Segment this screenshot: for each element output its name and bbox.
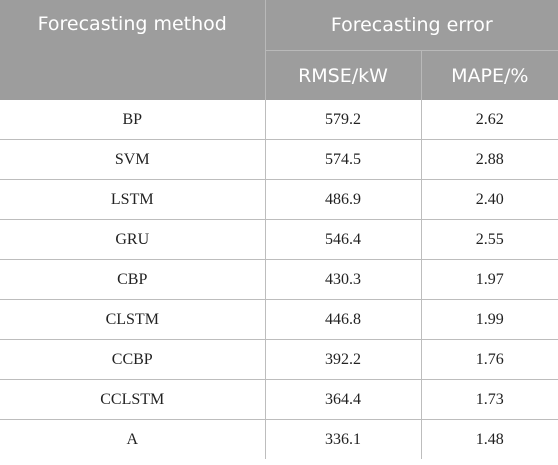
cell-method: CCBP bbox=[0, 339, 266, 380]
table-row: LSTM 486.9 2.40 bbox=[0, 179, 558, 220]
cell-mape: 2.55 bbox=[421, 219, 558, 260]
cell-mape: 1.76 bbox=[421, 339, 558, 380]
header-mape: MAPE/% bbox=[421, 50, 558, 100]
cell-mape: 1.99 bbox=[421, 299, 558, 340]
cell-rmse: 574.5 bbox=[265, 139, 422, 180]
table-row: CCBP 392.2 1.76 bbox=[0, 339, 558, 380]
header-rmse: RMSE/kW bbox=[265, 50, 422, 100]
table-row: SVM 574.5 2.88 bbox=[0, 139, 558, 180]
cell-rmse: 364.4 bbox=[265, 379, 422, 420]
cell-method: CCLSTM bbox=[0, 379, 266, 420]
table-row: CBP 430.3 1.97 bbox=[0, 259, 558, 300]
cell-rmse: 546.4 bbox=[265, 219, 422, 260]
table-row: GRU 546.4 2.55 bbox=[0, 219, 558, 260]
cell-method: BP bbox=[0, 100, 266, 140]
cell-rmse: 579.2 bbox=[265, 100, 422, 140]
cell-mape: 2.62 bbox=[475, 110, 504, 128]
header-row-top: Forecasting method Forecasting error bbox=[0, 0, 558, 100]
header-row-sub: RMSE/kW MAPE/% bbox=[0, 50, 558, 100]
cell-method: LSTM bbox=[0, 179, 266, 220]
cell-method: CLSTM bbox=[0, 299, 266, 340]
header-forecasting-method: Forecasting method bbox=[0, 0, 266, 100]
cell-mape: 1.48 bbox=[421, 419, 558, 459]
cell-mape: 2.88 bbox=[421, 139, 558, 180]
table-row: BP 579.2 2.62 bbox=[0, 100, 558, 140]
table-row: CCLSTM 364.4 1.73 bbox=[0, 379, 558, 420]
cell-method: GRU bbox=[0, 219, 266, 260]
table-row: CLSTM 446.8 1.99 bbox=[0, 299, 558, 340]
cell-rmse: 336.1 bbox=[265, 419, 422, 459]
cell-method: CBP bbox=[0, 259, 266, 300]
header-forecasting-error: Forecasting error bbox=[265, 0, 558, 51]
cell-rmse: 392.2 bbox=[265, 339, 422, 380]
cell-rmse: 430.3 bbox=[265, 259, 422, 300]
cell-mape: 1.73 bbox=[421, 379, 558, 420]
table-body: BP 579.2 2.62 SVM 574.5 2.88 LSTM 486.9 … bbox=[0, 100, 558, 459]
cell-method: SVM bbox=[0, 139, 266, 180]
cell-mape: 2.40 bbox=[421, 179, 558, 220]
cell-method: A bbox=[0, 419, 266, 459]
cell-rmse: 486.9 bbox=[265, 179, 422, 220]
table-row: A 336.1 1.48 bbox=[0, 419, 558, 459]
cell-rmse: 446.8 bbox=[265, 299, 422, 340]
table-header: Forecasting method Forecasting error RMS… bbox=[0, 0, 558, 100]
cell-mape: 1.97 bbox=[421, 259, 558, 300]
